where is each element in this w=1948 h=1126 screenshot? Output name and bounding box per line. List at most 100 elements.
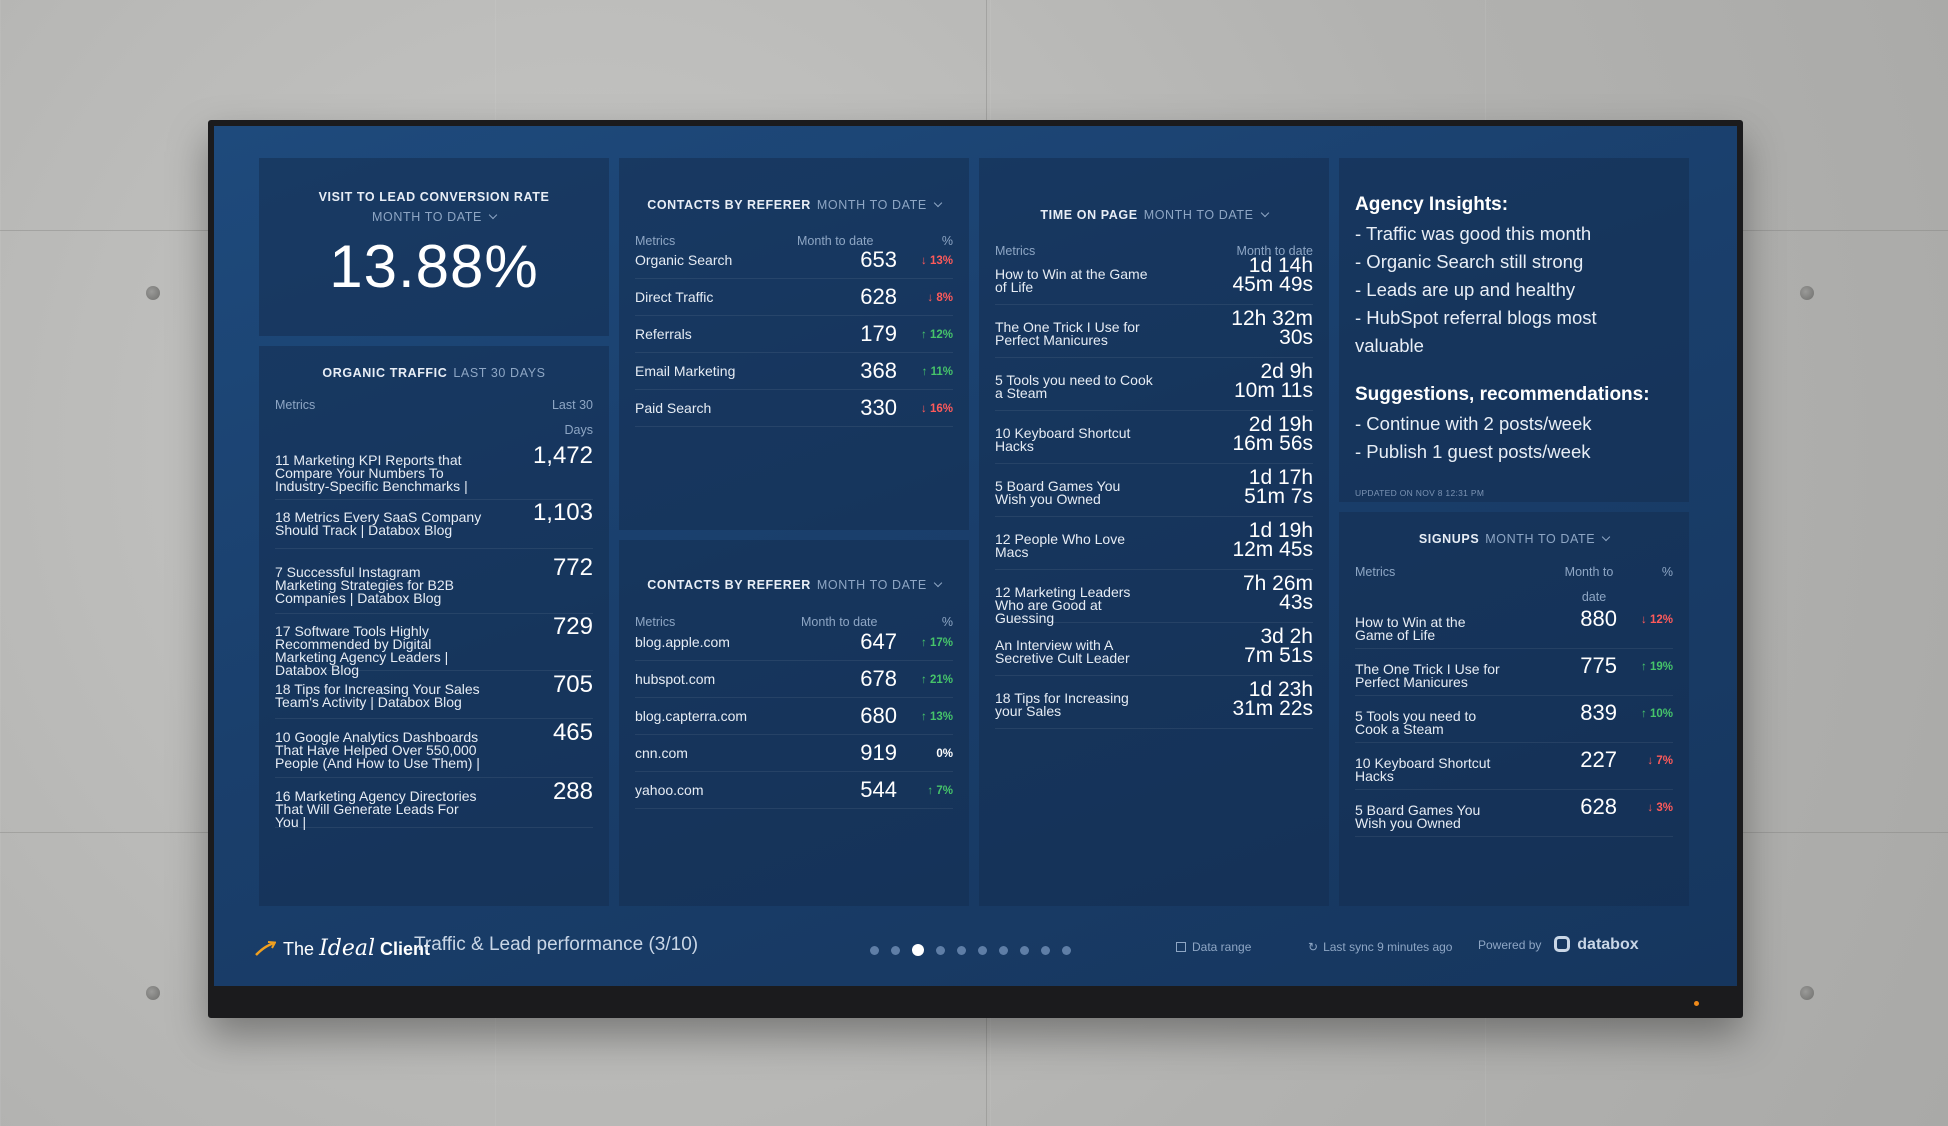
vendor-name: databox: [1577, 936, 1639, 953]
pager-dot[interactable]: [936, 946, 945, 955]
suggestion-item: - Publish 1 guest posts/week: [1355, 441, 1591, 462]
row-name: blog.apple.com: [635, 634, 730, 650]
organic-title[interactable]: ORGANIC TRAFFIC LAST 30 DAYS: [259, 366, 609, 380]
suggestions-list: - Continue with 2 posts/week - Publish 1 …: [1355, 410, 1592, 466]
table-row[interactable]: Direct Traffic 628 ↓ 8%: [635, 279, 953, 316]
pager-dot[interactable]: [1041, 946, 1050, 955]
signups-title-text: SIGNUPS: [1418, 532, 1480, 546]
table-row[interactable]: 5 Board Games You Wish you Owned 1d 17h 51…: [995, 464, 1313, 517]
table-row[interactable]: How to Win at the Game of Life 880 ↓ 12%: [1355, 602, 1673, 649]
row-name: An Interview with A Secretive Cult Leade…: [995, 637, 1130, 666]
table-row[interactable]: 10 Keyboard Shortcut Hacks 227 ↓ 7%: [1355, 743, 1673, 790]
timeonpage-panel: TIME ON PAGE MONTH TO DATE Metrics Month …: [979, 158, 1329, 906]
data-range[interactable]: Data range: [1176, 940, 1251, 954]
board-title: Traffic & Lead performance (3/10): [414, 934, 699, 955]
signups-title[interactable]: SIGNUPS MONTH TO DATE: [1339, 532, 1689, 546]
row-value: 2d 19h 16m 56s: [1232, 413, 1313, 454]
table-row[interactable]: 17 Software Tools Highly Recommended by …: [275, 613, 593, 677]
table-row[interactable]: blog.apple.com 647 ↑ 17%: [635, 624, 953, 661]
referer1-title[interactable]: CONTACTS BY REFERER MONTH TO DATE: [619, 198, 969, 212]
table-row[interactable]: cnn.com 919 0%: [635, 735, 953, 772]
row-value-line1: 2d 9h: [1260, 360, 1313, 383]
pager-dots[interactable]: [870, 942, 1083, 960]
pager-dot[interactable]: [891, 946, 900, 955]
row-value-line2: 30s: [1279, 326, 1313, 349]
wall-bolt: [1800, 986, 1814, 1000]
pager-dot[interactable]: [957, 946, 966, 955]
row-value: 653: [860, 247, 897, 272]
pager-dot[interactable]: [1020, 946, 1029, 955]
row-change: ↑ 17%: [921, 637, 953, 649]
table-row[interactable]: Referrals 179 ↑ 12%: [635, 316, 953, 353]
pager-dot-active[interactable]: [912, 944, 924, 956]
row-change-value: 13%: [929, 711, 953, 723]
row-value-line1: 12h 32m: [1231, 307, 1313, 330]
referer1-period-text: MONTH TO DATE: [816, 198, 927, 212]
pager-dot[interactable]: [1062, 946, 1071, 955]
signups-col-pct: %: [1661, 565, 1673, 579]
brand-the: The: [283, 939, 315, 959]
databox-logo-icon: [1553, 936, 1570, 952]
row-change: ↓ 7%: [1647, 755, 1673, 767]
table-row[interactable]: 18 Metrics Every SaaS Company Should Tra…: [275, 499, 593, 549]
table-row[interactable]: Email Marketing 368 ↑ 11%: [635, 353, 953, 390]
row-name: cnn.com: [635, 745, 688, 761]
table-row[interactable]: 5 Tools you need to Cook a Steam 2d 9h 10m…: [995, 358, 1313, 411]
row-name: Organic Search: [635, 252, 733, 268]
row-change-value: 8%: [936, 292, 953, 304]
table-row[interactable]: 18 Tips for Increasing your Sales 1d 23h 3…: [995, 676, 1313, 729]
row-name: 17 Software Tools Highly Recommended by …: [275, 623, 449, 678]
table-row[interactable]: 16 Marketing Agency Directories That Wil…: [275, 778, 593, 829]
powered-by[interactable]: Powered by databox: [1478, 936, 1639, 954]
chevron-down-icon: [488, 210, 498, 220]
signups-period-text: MONTH TO DATE: [1485, 532, 1596, 546]
table-row[interactable]: 11 Marketing KPI Reports that Compare Yo…: [275, 442, 593, 500]
row-value: 1d 17h 51m 7s: [1244, 467, 1313, 508]
table-row[interactable]: yahoo.com 544 ↑ 7%: [635, 772, 953, 809]
arrow-down-icon: ↓: [921, 255, 930, 267]
table-row[interactable]: 10 Keyboard Shortcut Hacks 2d 19h 16m 56s: [995, 411, 1313, 464]
row-value: 544: [860, 777, 897, 802]
table-row[interactable]: hubspot.com 678 ↑ 21%: [635, 661, 953, 698]
row-value-line2: 45m 49s: [1232, 273, 1313, 296]
table-row[interactable]: 7 Successful Instagram Marketing Strateg…: [275, 554, 593, 614]
table-row[interactable]: Paid Search 330 ↓ 16%: [635, 390, 953, 427]
table-row[interactable]: 18 Tips for Increasing Your Sales Team's…: [275, 671, 593, 719]
row-name: How to Win at the Game of Life: [1355, 614, 1466, 643]
table-row[interactable]: How to Win at the Game of Life 1d 14h 45m …: [995, 252, 1313, 305]
row-name: 10 Keyboard Shortcut Hacks: [995, 425, 1131, 454]
row-value: 288: [552, 778, 593, 805]
row-change-value: 11%: [930, 366, 953, 378]
timeonpage-period-text: MONTH TO DATE: [1143, 208, 1254, 222]
insight-item: - Organic Search still strong: [1355, 251, 1584, 272]
row-name: How to Win at the Game of Life: [995, 266, 1148, 295]
table-row[interactable]: The One Trick I Use for Perfect Manicure…: [1355, 649, 1673, 696]
row-change-value: 17%: [929, 637, 953, 649]
table-row[interactable]: blog.capterra.com 680 ↑ 13%: [635, 698, 953, 735]
referer2-title[interactable]: CONTACTS BY REFERER MONTH TO DATE: [619, 578, 969, 592]
table-row[interactable]: 12 People Who Love Macs 1d 19h 12m 45s: [995, 517, 1313, 570]
table-row[interactable]: 12 Marketing Leaders Who are Good at Gue…: [995, 570, 1313, 625]
pager-dot[interactable]: [999, 946, 1008, 955]
table-row[interactable]: Organic Search 653 ↓ 13%: [635, 242, 953, 279]
table-row[interactable]: 10 Google Analytics Dashboards That Have…: [275, 719, 593, 778]
row-name: 11 Marketing KPI Reports that Compare Yo…: [275, 452, 468, 494]
timeonpage-col-value: Month to date: [1236, 244, 1313, 258]
arrow-up-icon: ↑: [1641, 661, 1650, 673]
table-row[interactable]: The One Trick I Use for Perfect Manicure…: [995, 305, 1313, 358]
timeonpage-title-text: TIME ON PAGE: [1040, 208, 1138, 222]
pager-dot[interactable]: [870, 946, 879, 955]
table-row[interactable]: 5 Board Games You Wish you Owned 628 ↓ 3%: [1355, 790, 1673, 837]
conversion-period[interactable]: MONTH TO DATE: [259, 210, 609, 224]
data-range-text: Data range: [1192, 940, 1252, 954]
timeonpage-title[interactable]: TIME ON PAGE MONTH TO DATE: [979, 208, 1329, 222]
row-value: 647: [860, 629, 897, 654]
table-row[interactable]: An Interview with A Secretive Cult Leade…: [995, 623, 1313, 676]
row-value-line2: 51m 7s: [1244, 485, 1313, 508]
row-value-line1: 2d 19h: [1248, 413, 1313, 436]
table-row[interactable]: 5 Tools you need to Cook a Steam 839 ↑ 10%: [1355, 696, 1673, 743]
referer2-panel: CONTACTS BY REFERER MONTH TO DATE Metrics…: [619, 540, 969, 906]
pager-dot[interactable]: [978, 946, 987, 955]
calendar-icon: [1176, 942, 1186, 952]
row-change-value: 7%: [1656, 755, 1673, 767]
